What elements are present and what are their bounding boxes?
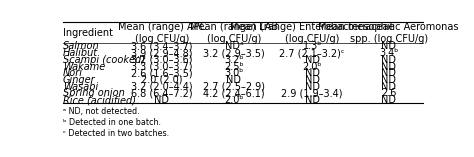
Text: 1.3ᵇ: 1.3ᵇ [302,41,322,51]
Text: Wakame: Wakame [63,62,105,72]
Text: 3.3 (3.0–3.7): 3.3 (3.0–3.7) [131,62,192,72]
Text: Mean (range) Enterobacteriaceae
(log CFU/g): Mean (range) Enterobacteriaceae (log CFU… [230,22,394,43]
Text: ND: ND [381,62,396,72]
Text: ND: ND [381,75,396,85]
Text: 3.2 (2.9–3.5): 3.2 (2.9–3.5) [203,48,265,58]
Text: Rice (acidified): Rice (acidified) [63,95,136,105]
Text: ND: ND [381,41,396,51]
Text: 4.2 (2.4–6.1): 4.2 (2.4–6.1) [203,88,265,98]
Text: ND: ND [155,95,169,105]
Text: Mean (range) LAB
(log CFU/g): Mean (range) LAB (log CFU/g) [190,22,278,43]
Text: Ginger: Ginger [63,75,96,85]
Text: Wasabi: Wasabi [63,82,98,92]
Text: 2.7 (2.5–2.9): 2.7 (2.5–2.9) [203,82,265,92]
Text: ᵇ Detected in one batch.: ᵇ Detected in one batch. [63,118,161,127]
Text: ND: ND [381,68,396,78]
Text: ND: ND [381,55,396,65]
Text: Spring onion: Spring onion [63,88,125,98]
Text: ᶜ Detected in two batches.: ᶜ Detected in two batches. [63,129,169,138]
Text: 2.0ᵇ: 2.0ᵇ [224,95,244,105]
Text: ND: ND [305,75,320,85]
Text: Salmon: Salmon [63,41,100,51]
Text: NDᵃ: NDᵃ [225,41,243,51]
Text: 3.2ᵇ: 3.2ᵇ [224,55,244,65]
Text: Mean (range) APC
(log CFU/g): Mean (range) APC (log CFU/g) [118,22,206,43]
Text: Nori: Nori [63,68,83,78]
Text: ND: ND [381,95,396,105]
Text: ND: ND [305,55,320,65]
Text: 3.2 (2.0–4.4): 3.2 (2.0–4.4) [131,82,193,92]
Text: 3.6 (3.4–3.7): 3.6 (3.4–3.7) [131,41,192,51]
Text: 3.4ᵇ: 3.4ᵇ [379,48,399,58]
Text: ND: ND [227,75,241,85]
Text: ND: ND [381,82,396,92]
Text: ND: ND [305,68,320,78]
Text: 2.6 (1.6–3.5): 2.6 (1.6–3.5) [131,68,193,78]
Text: 3.9 (2.9–4.8): 3.9 (2.9–4.8) [131,48,192,58]
Text: 2.0 (2.0): 2.0 (2.0) [141,75,182,85]
Text: 2.7 (2.1–3.2)ᶜ: 2.7 (2.1–3.2)ᶜ [280,48,345,58]
Text: 3.0ᵇ: 3.0ᵇ [224,68,244,78]
Text: 2.6: 2.6 [381,88,396,98]
Text: 2.9 (1.9–3.4): 2.9 (1.9–3.4) [282,88,343,98]
Text: 2.5ᵇ: 2.5ᵇ [224,62,244,72]
Text: 6.8 (6.4–7.2): 6.8 (6.4–7.2) [131,88,193,98]
Text: Scampi (cooked): Scampi (cooked) [63,55,145,65]
Text: ND: ND [305,95,320,105]
Text: ᵃ ND, not detected.: ᵃ ND, not detected. [63,107,139,116]
Text: Ingredient: Ingredient [63,28,113,38]
Text: Mean mesophilic Aeromonas
spp. (log CFU/g): Mean mesophilic Aeromonas spp. (log CFU/… [319,22,459,43]
Text: Halibut: Halibut [63,48,98,58]
Text: 2.0ᵇ: 2.0ᵇ [302,62,322,72]
Text: 3.2 (3.0–3.6): 3.2 (3.0–3.6) [131,55,192,65]
Text: ND: ND [305,82,320,92]
